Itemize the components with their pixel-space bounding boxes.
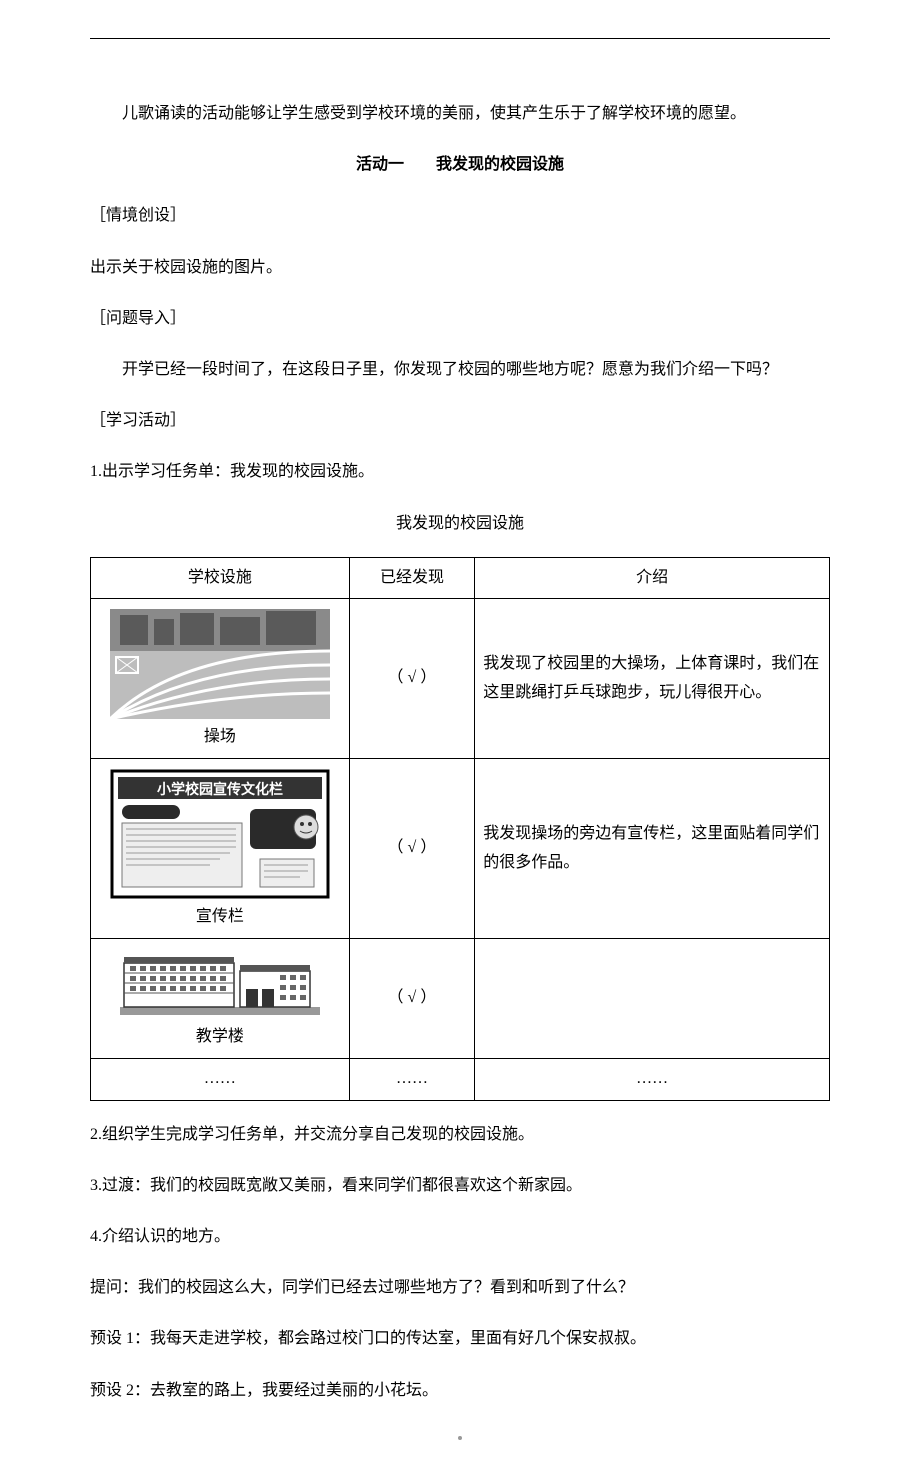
found-cell: （ √ ） bbox=[349, 599, 475, 759]
situation-text: 出示关于校园设施的图片。 bbox=[90, 250, 830, 285]
th-intro: 介绍 bbox=[475, 557, 830, 599]
ask-text: 提问：我们的校园这么大，同学们已经去过哪些地方了？看到和听到了什么？ bbox=[90, 1270, 830, 1305]
intro-cell: 我发现了校园里的大操场，上体育课时，我们在这里跳绳打乒乓球跑步，玩儿得很开心。 bbox=[475, 599, 830, 759]
facilities-table: 学校设施 已经发现 介绍 bbox=[90, 557, 830, 1101]
facility-label: 教学楼 bbox=[97, 1023, 343, 1052]
ellipsis-cell: …… bbox=[475, 1058, 830, 1100]
found-cell: （ √ ） bbox=[349, 939, 475, 1059]
ellipsis-cell: …… bbox=[349, 1058, 475, 1100]
intro-cell bbox=[475, 939, 830, 1059]
page: 儿歌诵读的活动能够让学生感受到学校环境的美丽，使其产生乐于了解学校环境的愿望。 … bbox=[0, 0, 920, 1464]
learning-item-3: 3.过渡：我们的校园既宽敞又美丽，看来同学们都很喜欢这个新家园。 bbox=[90, 1168, 830, 1203]
playground-icon bbox=[110, 609, 330, 719]
table-row: 操场 （ √ ） 我发现了校园里的大操场，上体育课时，我们在这里跳绳打乒乓球跑步… bbox=[91, 599, 830, 759]
facility-cell-board: 小学校园宣传文化栏 bbox=[91, 759, 350, 939]
th-facility: 学校设施 bbox=[91, 557, 350, 599]
question-text: 开学已经一段时间了，在这段日子里，你发现了校园的哪些地方呢？愿意为我们介绍一下吗… bbox=[90, 352, 830, 387]
page-top-rule bbox=[90, 38, 830, 39]
learning-item-2: 2.组织学生完成学习任务单，并交流分享自己发现的校园设施。 bbox=[90, 1117, 830, 1152]
preset-1: 预设 1：我每天走进学校，都会路过校门口的传达室，里面有好几个保安叔叔。 bbox=[90, 1321, 830, 1356]
section-learning-label: ［学习活动］ bbox=[90, 403, 830, 438]
learning-item-4: 4.介绍认识的地方。 bbox=[90, 1219, 830, 1254]
section-situation-label: ［情境创设］ bbox=[90, 198, 830, 233]
found-cell: （ √ ） bbox=[349, 759, 475, 939]
table-title: 我发现的校园设施 bbox=[90, 506, 830, 541]
table-row: 教学楼 （ √ ） bbox=[91, 939, 830, 1059]
ellipsis-cell: …… bbox=[91, 1058, 350, 1100]
section-question-label: ［问题导入］ bbox=[90, 301, 830, 336]
th-found: 已经发现 bbox=[349, 557, 475, 599]
table-row-ellipsis: …… …… …… bbox=[91, 1058, 830, 1100]
facility-cell-building: 教学楼 bbox=[91, 939, 350, 1059]
learning-item-1: 1.出示学习任务单：我发现的校园设施。 bbox=[90, 454, 830, 489]
intro-cell: 我发现操场的旁边有宣传栏，这里面贴着同学们的很多作品。 bbox=[475, 759, 830, 939]
school-building-icon bbox=[120, 949, 320, 1019]
table-header-row: 学校设施 已经发现 介绍 bbox=[91, 557, 830, 599]
intro-paragraph: 儿歌诵读的活动能够让学生感受到学校环境的美丽，使其产生乐于了解学校环境的愿望。 bbox=[90, 96, 830, 131]
bulletin-board-icon: 小学校园宣传文化栏 bbox=[110, 769, 330, 899]
preset-2: 预设 2：去教室的路上，我要经过美丽的小花坛。 bbox=[90, 1373, 830, 1408]
activity-heading: 活动一 我发现的校园设施 bbox=[90, 147, 830, 182]
page-footer-dot bbox=[458, 1436, 462, 1440]
facility-label: 操场 bbox=[97, 723, 343, 752]
facility-label: 宣传栏 bbox=[97, 903, 343, 932]
facility-cell-playground: 操场 bbox=[91, 599, 350, 759]
board-title-text: 小学校园宣传文化栏 bbox=[157, 781, 283, 798]
table-row: 小学校园宣传文化栏 bbox=[91, 759, 830, 939]
